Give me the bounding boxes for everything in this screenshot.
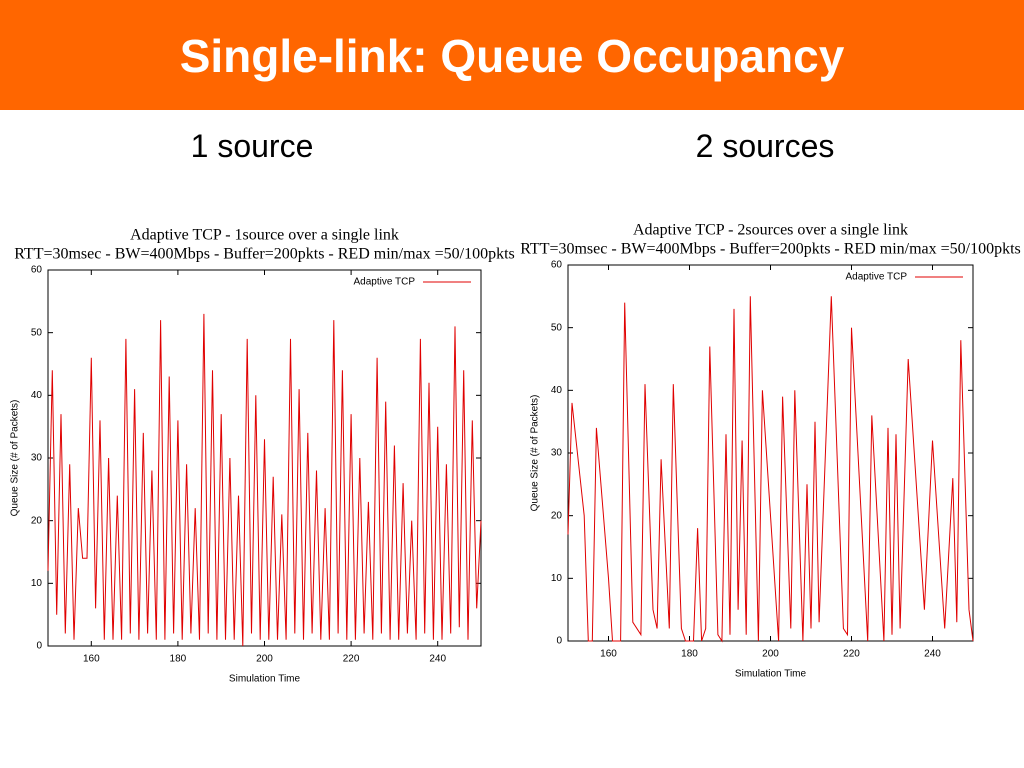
x-tick-label: 220 — [343, 654, 360, 665]
y-tick-label: 40 — [551, 385, 563, 396]
y-tick-label: 0 — [556, 636, 562, 647]
chart-title: Adaptive TCP - 2sources over a single li… — [633, 222, 908, 239]
legend-label: Adaptive TCP — [845, 272, 907, 283]
y-tick-label: 50 — [551, 322, 563, 333]
x-tick-label: 180 — [170, 654, 187, 665]
y-tick-label: 30 — [551, 448, 563, 459]
x-tick-label: 160 — [83, 654, 100, 665]
chart-title: Adaptive TCP - 1source over a single lin… — [130, 227, 399, 244]
y-tick-label: 10 — [31, 578, 43, 589]
chart-subtitle: RTT=30msec - BW=400Mbps - Buffer=200pkts… — [14, 246, 515, 263]
x-axis-label: Simulation Time — [735, 669, 807, 680]
y-tick-label: 10 — [551, 573, 563, 584]
data-line — [47, 313, 482, 647]
x-tick-label: 220 — [843, 649, 860, 660]
legend-label: Adaptive TCP — [353, 277, 415, 288]
caption: 1 source — [190, 128, 314, 164]
x-tick-label: 200 — [256, 654, 273, 665]
y-tick-label: 50 — [31, 327, 43, 338]
y-axis-label: Queue Size (# of Packets) — [10, 400, 21, 517]
y-tick-label: 40 — [31, 390, 43, 401]
x-tick-label: 180 — [681, 649, 698, 660]
x-tick-label: 160 — [600, 649, 617, 660]
y-axis-label: Queue Size (# of Packets) — [530, 395, 541, 512]
x-tick-label: 200 — [762, 649, 779, 660]
chart-subtitle: RTT=30msec - BW=400Mbps - Buffer=200pkts… — [520, 241, 1021, 258]
header: Single-link: Queue Occupancy — [0, 0, 1024, 110]
x-tick-label: 240 — [429, 654, 446, 665]
slide-title: Single-link: Queue Occupancy — [179, 30, 845, 82]
x-tick-label: 240 — [924, 649, 941, 660]
data-line — [567, 296, 974, 643]
caption: 2 sources — [695, 128, 835, 164]
y-tick-label: 0 — [36, 641, 42, 652]
y-tick-label: 20 — [31, 515, 43, 526]
y-tick-label: 60 — [31, 265, 43, 276]
y-tick-label: 30 — [31, 453, 43, 464]
y-tick-label: 60 — [551, 260, 563, 271]
y-tick-label: 20 — [551, 510, 563, 521]
x-axis-label: Simulation Time — [229, 674, 301, 685]
